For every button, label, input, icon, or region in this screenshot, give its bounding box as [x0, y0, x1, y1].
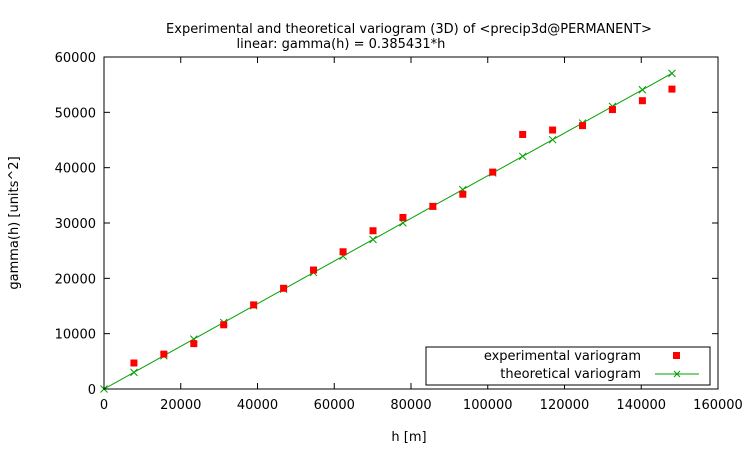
- theoretical-variogram-point: [518, 152, 527, 161]
- experimental-variogram-point: [250, 301, 258, 309]
- experimental-variogram-point: [459, 190, 467, 198]
- chart-title: Experimental and theoretical variogram (…: [166, 22, 652, 37]
- x-tick-label: 40000: [237, 398, 278, 413]
- plot-frame: [103, 56, 719, 390]
- experimental-variogram-point: [579, 122, 587, 130]
- x-axis-label: h [m]: [391, 430, 426, 445]
- experimental-variogram-point: [519, 130, 527, 138]
- y-tick-label: 60000: [55, 51, 96, 66]
- experimental-variogram-point: [549, 126, 557, 134]
- legend-marker-theoretical: [673, 370, 681, 378]
- x-tick-label: 140000: [616, 398, 666, 413]
- legend-marker-experimental: [673, 352, 680, 359]
- chart-subtitle: linear: gamma(h) = 0.385431*h: [237, 37, 446, 52]
- y-axis-label: gamma(h) [units^2]: [7, 156, 22, 289]
- y-tick-label: 40000: [55, 162, 96, 177]
- experimental-variogram-point: [489, 168, 497, 176]
- experimental-variogram-point: [130, 359, 138, 367]
- experimental-variogram-point: [160, 350, 168, 358]
- x-tick-label: 80000: [390, 398, 431, 413]
- experimental-variogram-point: [339, 248, 347, 256]
- legend: experimental variogram theoretical vario…: [425, 346, 711, 386]
- x-tick-label: 120000: [540, 398, 590, 413]
- theoretical-variogram-point: [548, 135, 557, 144]
- y-tick-label: 20000: [55, 272, 96, 287]
- x-tick-label: 160000: [693, 398, 743, 413]
- experimental-variogram-point: [429, 202, 437, 210]
- legend-label-experimental: experimental variogram: [484, 349, 641, 364]
- experimental-variogram-point: [220, 321, 228, 329]
- axes: 0 20000 40000 60000 80000 100000 120000 140000 1…: [55, 51, 743, 413]
- experimental-variogram-point: [190, 340, 198, 348]
- experimental-variogram-point: [608, 106, 616, 114]
- x-tick-label: 20000: [160, 398, 201, 413]
- data-series: [100, 69, 676, 393]
- y-tick-label: 50000: [55, 106, 96, 121]
- experimental-variogram-point: [310, 266, 318, 274]
- y-tick-label: 0: [88, 383, 96, 398]
- experimental-variogram-point: [638, 97, 646, 105]
- theoretical-variogram-line: [103, 72, 673, 390]
- x-tick-label: 0: [100, 398, 108, 413]
- y-tick-label: 10000: [55, 328, 96, 343]
- experimental-variogram-point: [280, 284, 288, 292]
- legend-label-theoretical: theoretical variogram: [500, 367, 641, 382]
- experimental-variogram-point: [399, 213, 407, 221]
- experimental-variogram-point: [369, 227, 377, 235]
- y-tick-label: 30000: [55, 217, 96, 232]
- theoretical-variogram-point: [668, 69, 676, 78]
- x-tick-label: 60000: [314, 398, 355, 413]
- x-tick-label: 100000: [463, 398, 513, 413]
- experimental-variogram-point: [668, 85, 676, 93]
- theoretical-variogram-point: [638, 85, 647, 94]
- legend-box: [425, 346, 711, 386]
- theoretical-variogram-point: [130, 368, 138, 377]
- theoretical-variogram-point: [369, 235, 377, 244]
